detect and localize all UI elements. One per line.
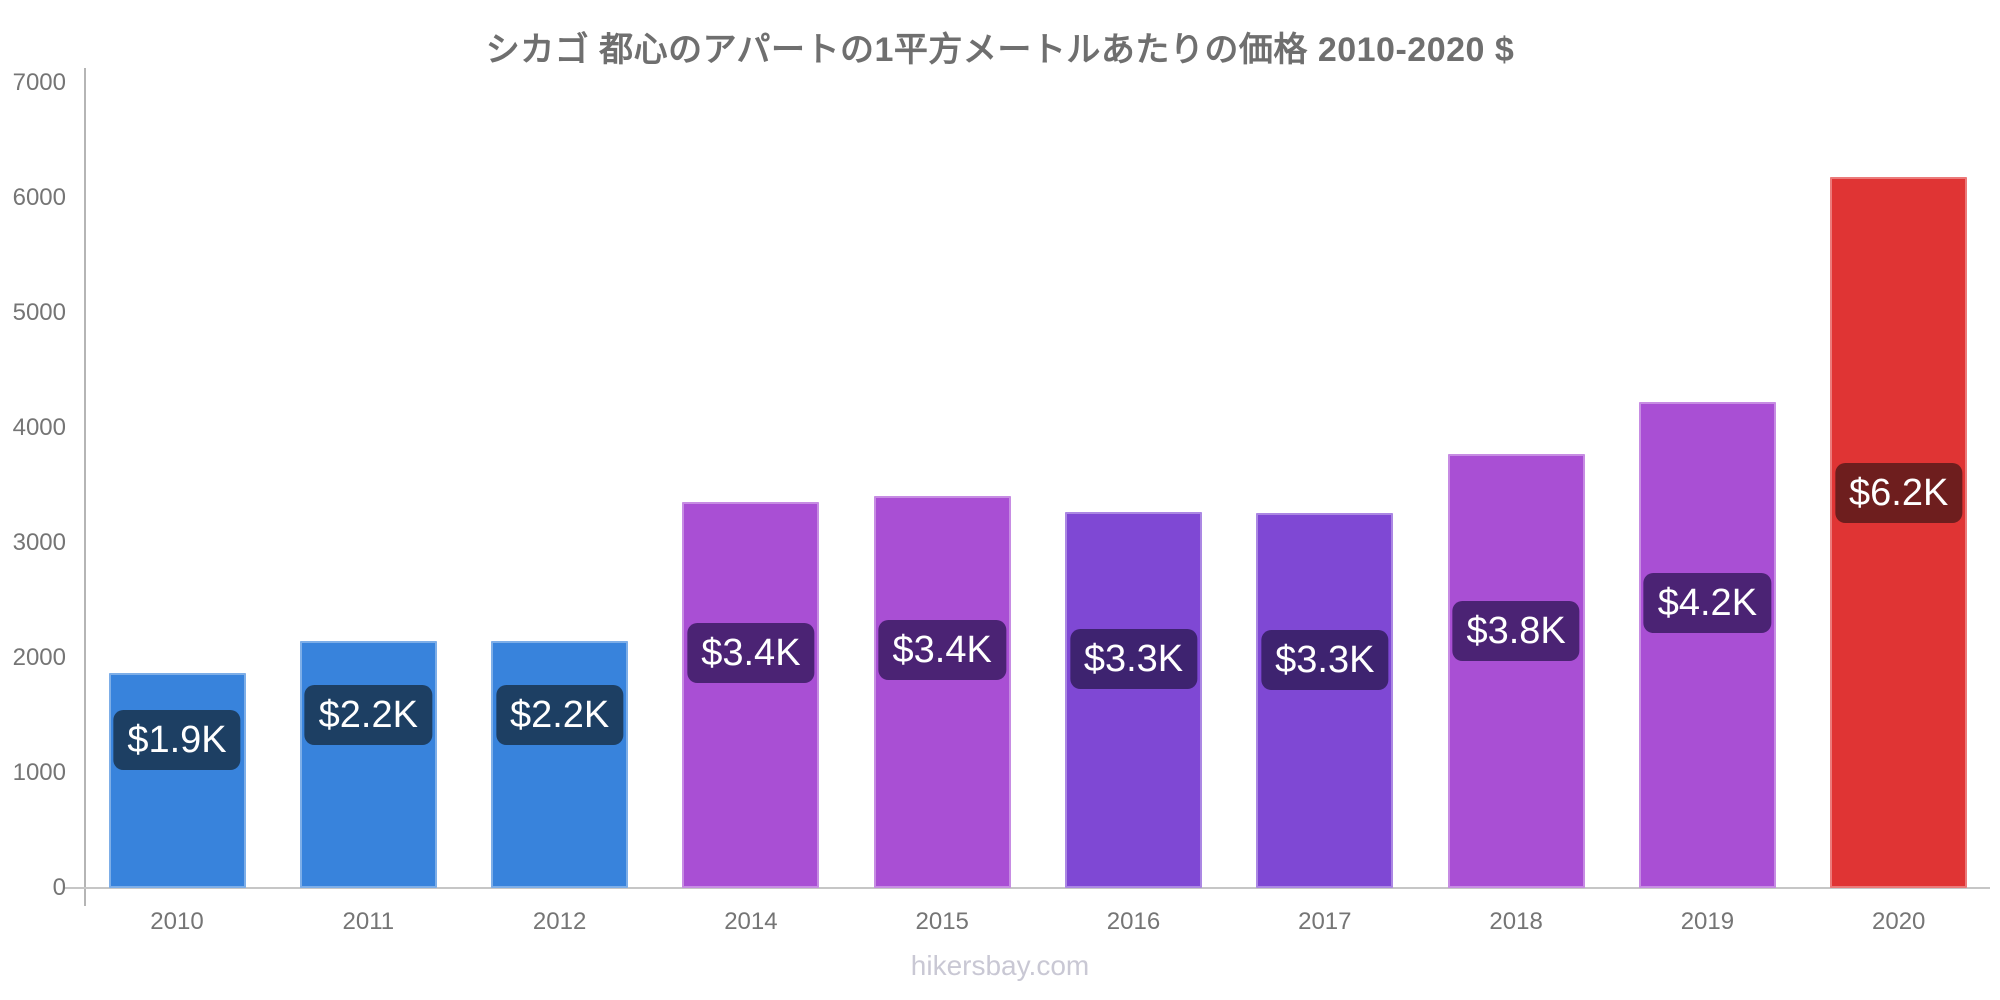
bar-2010	[108, 672, 246, 888]
bar-value-label-2017: $3.3K	[1261, 629, 1389, 690]
bar-value-label-2019: $4.2K	[1643, 573, 1772, 634]
bar-2020	[1830, 177, 1968, 888]
x-tick-label-2014: 2014	[724, 908, 778, 935]
y-tick-label: 7000	[12, 69, 66, 96]
bar-2018	[1447, 454, 1585, 888]
y-tick-label: 2000	[12, 644, 66, 671]
bar-2015	[873, 495, 1011, 888]
chart-title: シカゴ 都心のアパートの1平方メートルあたりの価格 2010-2020 $	[485, 31, 1515, 69]
x-tick-label-2011: 2011	[342, 908, 395, 935]
watermark-text: hikersbay.com	[910, 950, 1090, 981]
bar-2019	[1638, 401, 1776, 888]
x-tick-label-2012: 2012	[532, 908, 587, 935]
y-tick-label: 3000	[12, 529, 66, 556]
y-tick-label: 6000	[12, 184, 66, 211]
x-tick-label-2018: 2018	[1489, 908, 1543, 935]
bar-2011	[299, 640, 437, 888]
bar-value-label-2016: $3.3K	[1069, 628, 1198, 689]
y-axis-line	[84, 68, 86, 906]
bar-value-label-2012: $2.2K	[495, 684, 624, 745]
bar-2016	[1065, 511, 1202, 888]
y-tick-label: 1000	[12, 759, 66, 786]
x-tick-label-2010: 2010	[150, 908, 204, 935]
bar-value-label-2014: $3.4K	[687, 623, 815, 684]
bar-value-label-2020: $6.2K	[1835, 462, 1963, 523]
x-tick-label-2020: 2020	[1871, 908, 1926, 935]
x-axis-line	[63, 887, 1990, 889]
bar-value-label-2011: $2.2K	[304, 684, 432, 745]
bar-value-label-2018: $3.8K	[1452, 601, 1580, 662]
bar-value-label-2015: $3.4K	[878, 619, 1006, 680]
bar-value-label-2010: $1.9K	[113, 709, 241, 770]
y-tick-label: 0	[52, 874, 66, 901]
bar-2017	[1256, 513, 1394, 888]
x-tick-label-2017: 2017	[1298, 908, 1352, 935]
x-tick-label-2016: 2016	[1106, 908, 1161, 935]
bar-2012	[491, 640, 629, 888]
bar-2014	[682, 501, 820, 888]
y-tick-label: 5000	[12, 299, 66, 326]
y-tick-label: 4000	[12, 414, 66, 441]
x-tick-label-2015: 2015	[915, 908, 969, 935]
x-tick-label-2019: 2019	[1680, 908, 1735, 935]
